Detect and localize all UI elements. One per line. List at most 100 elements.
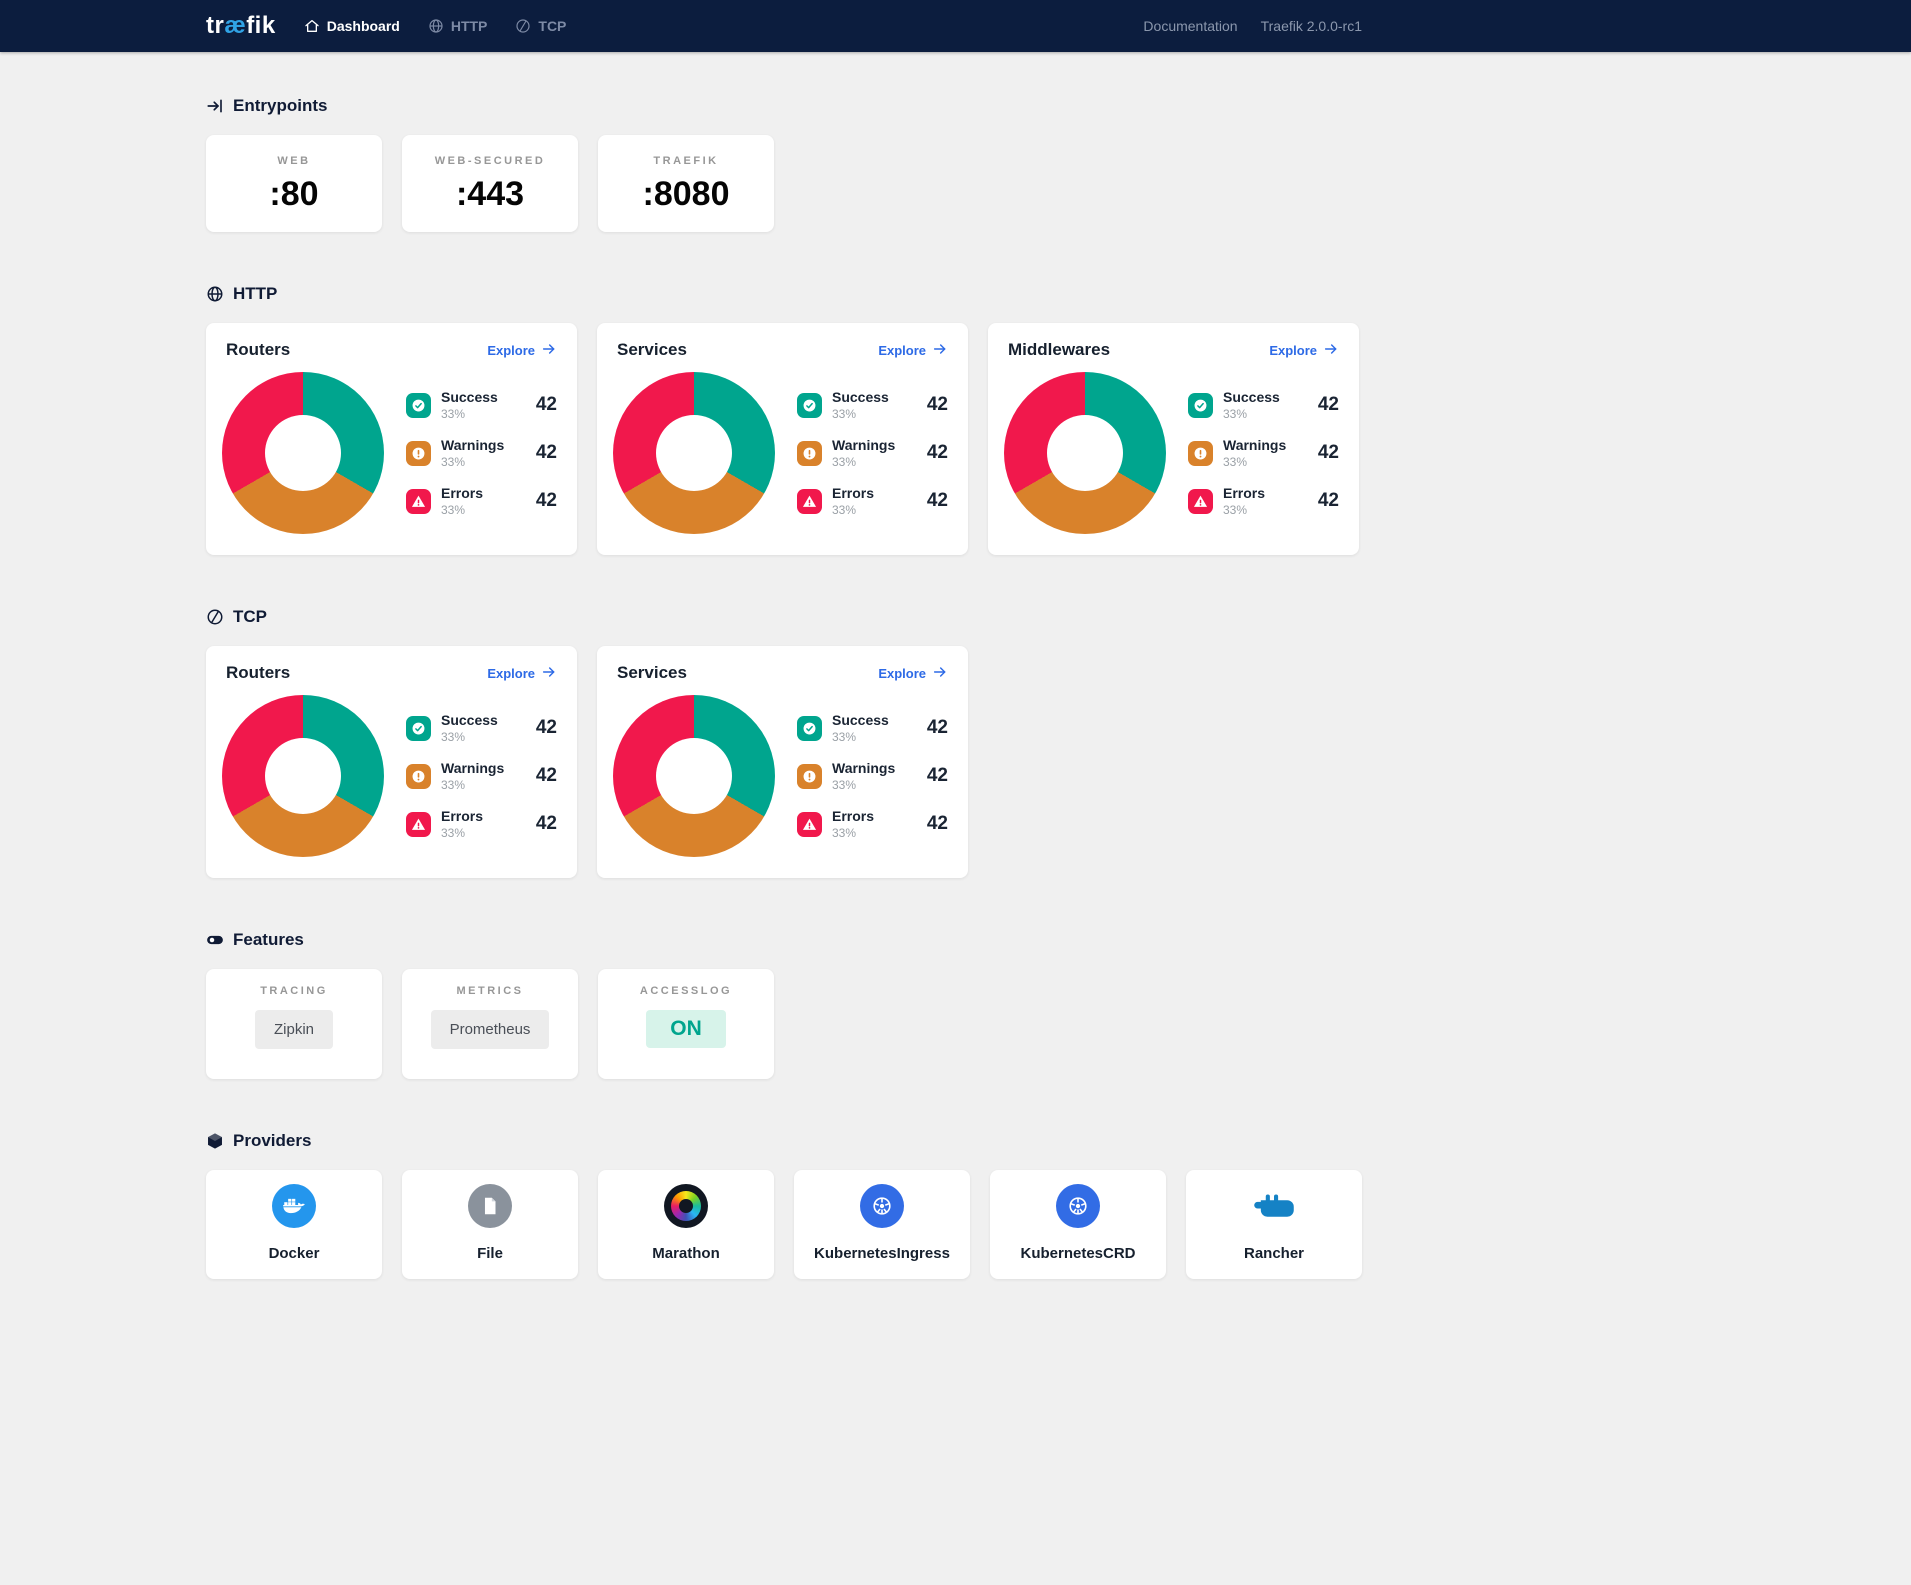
provider-name: Marathon — [652, 1245, 720, 1262]
legend-percent: 33% — [832, 455, 857, 469]
feature-value-badge: Zipkin — [254, 1010, 333, 1049]
feature-label: ACCESSLOG — [639, 985, 733, 997]
chart-legend: Success 33% 42 Warnings 33% 42 Errors 33% 4… — [797, 712, 948, 840]
provider-card-docker: Docker — [206, 1170, 382, 1279]
package-icon — [206, 1132, 224, 1150]
feature-value-badge: Prometheus — [430, 1010, 550, 1049]
version-label: Traefik 2.0.0-rc1 — [1260, 18, 1362, 34]
legend-row-warnings: Warnings 33% 42 — [797, 760, 948, 792]
card-title: Services — [617, 340, 687, 359]
legend-percent: 33% — [441, 455, 466, 469]
success-icon — [1188, 392, 1213, 418]
nav-item-dashboard[interactable]: Dashboard — [304, 18, 400, 34]
home-icon — [304, 18, 320, 34]
file-icon — [468, 1184, 512, 1228]
feature-card-metrics: METRICS Prometheus — [402, 969, 578, 1079]
entrypoints-heading: Entrypoints — [206, 96, 1362, 116]
marathon-icon — [664, 1184, 708, 1228]
provider-name: KubernetesIngress — [814, 1245, 950, 1262]
feature-on-badge: ON — [646, 1010, 726, 1048]
legend-label: Errors — [441, 808, 484, 824]
top-navbar: træfik Dashboard HTTP TCP Documentation … — [0, 0, 1911, 52]
donut-chart — [1004, 372, 1166, 534]
arrow-right-icon — [1323, 341, 1339, 360]
provider-card-rancher: Rancher — [1186, 1170, 1362, 1279]
legend-percent: 33% — [832, 826, 857, 840]
explore-link[interactable]: Explore — [487, 341, 557, 360]
providers-heading: Providers — [206, 1131, 1362, 1151]
explore-link[interactable]: Explore — [878, 341, 948, 360]
legend-percent: 33% — [441, 407, 466, 421]
section-title: Features — [233, 930, 304, 949]
entrypoint-card-traefik: TRAEFIK :8080 — [598, 135, 774, 232]
legend-label: Errors — [832, 808, 875, 824]
legend-row-success: Success 33% 42 — [406, 712, 557, 744]
tcp-routers-card: Routers Explore Success 33% 42 — [206, 646, 577, 878]
navbar-inner: træfik Dashboard HTTP TCP Documentation … — [206, 12, 1362, 40]
documentation-link[interactable]: Documentation — [1143, 18, 1238, 34]
legend-value: 42 — [926, 442, 948, 463]
tcp-heading: TCP — [206, 607, 1362, 627]
legend-value: 42 — [535, 394, 557, 415]
card-title: Routers — [226, 340, 291, 359]
legend-row-errors: Errors 33% 42 — [797, 485, 948, 517]
http-section: HTTP Routers Explore Success 33% — [206, 284, 1362, 555]
logo-text: tr — [206, 12, 225, 39]
card-title: Middlewares — [1008, 340, 1111, 359]
nav-item-tcp[interactable]: TCP — [515, 18, 566, 34]
card-title: Routers — [226, 663, 291, 682]
explore-link[interactable]: Explore — [1269, 341, 1339, 360]
explore-link[interactable]: Explore — [878, 664, 948, 683]
legend-value: 42 — [926, 394, 948, 415]
entrypoint-label: TRAEFIK — [653, 155, 719, 167]
legend-value: 42 — [926, 717, 948, 738]
legend-value: 42 — [926, 813, 948, 834]
kubernetes-helm-icon — [860, 1184, 904, 1228]
legend-label: Success — [1223, 389, 1280, 405]
section-title: TCP — [233, 607, 267, 626]
legend-label: Warnings — [832, 760, 896, 776]
legend-percent: 33% — [1223, 407, 1248, 421]
providers-cards: Docker File Marathon KubernetesIngress — [206, 1170, 1362, 1279]
arrow-right-icon — [541, 341, 557, 360]
legend-label: Errors — [441, 485, 484, 501]
tcp-icon — [515, 18, 531, 34]
tcp-section: TCP Routers Explore Success 33% — [206, 607, 1362, 878]
error-icon — [797, 488, 822, 514]
entrypoint-port: :80 — [269, 175, 319, 213]
entrypoint-card-web: WEB :80 — [206, 135, 382, 232]
warning-icon — [1188, 440, 1213, 466]
nav-item-http[interactable]: HTTP — [428, 18, 487, 34]
legend-percent: 33% — [1223, 455, 1248, 469]
error-icon — [406, 811, 431, 837]
entrypoint-port: :8080 — [642, 175, 730, 213]
legend-row-errors: Errors 33% 42 — [406, 485, 557, 517]
legend-label: Success — [441, 389, 498, 405]
entrypoints-section: Entrypoints WEB :80 WEB-SECURED :443 TRA… — [206, 96, 1362, 232]
section-title: Entrypoints — [233, 96, 328, 115]
feature-card-accesslog: ACCESSLOG ON — [598, 969, 774, 1079]
error-icon — [797, 811, 822, 837]
arrow-right-icon — [932, 664, 948, 683]
toggle-icon — [206, 931, 224, 949]
legend-percent: 33% — [441, 826, 466, 840]
provider-name: File — [477, 1245, 503, 1262]
legend-label: Warnings — [1223, 437, 1287, 453]
warning-icon — [406, 763, 431, 789]
http-routers-card: Routers Explore Success 33% 42 — [206, 323, 577, 555]
feature-label: METRICS — [456, 985, 524, 997]
success-icon — [797, 392, 822, 418]
provider-name: KubernetesCRD — [1020, 1245, 1136, 1262]
explore-link[interactable]: Explore — [487, 664, 557, 683]
legend-value: 42 — [535, 490, 557, 511]
legend-value: 42 — [926, 765, 948, 786]
legend-label: Errors — [832, 485, 875, 501]
entrypoints-cards: WEB :80 WEB-SECURED :443 TRAEFIK :8080 — [206, 135, 1362, 232]
success-icon — [406, 715, 431, 741]
legend-label: Success — [832, 712, 889, 728]
donut-chart — [222, 372, 384, 534]
provider-name: Rancher — [1243, 1245, 1305, 1262]
warning-icon — [797, 440, 822, 466]
legend-percent: 33% — [832, 503, 857, 517]
main-nav: Dashboard HTTP TCP — [304, 18, 566, 34]
